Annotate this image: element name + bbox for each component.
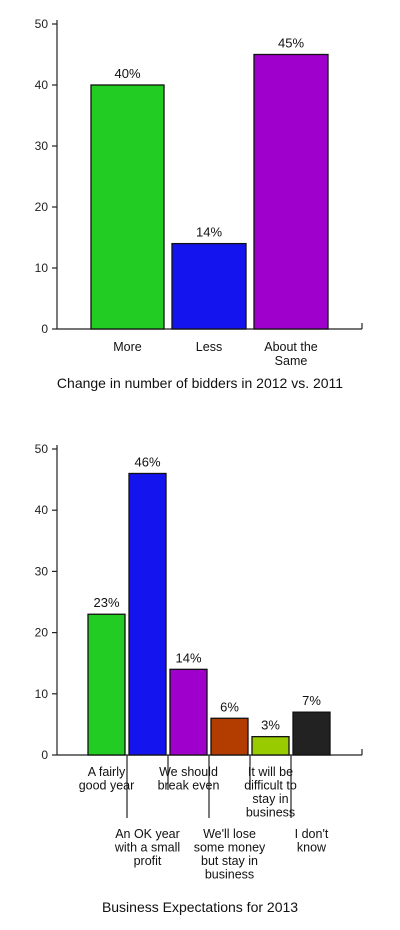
y-tick-label: 20 [35,200,49,214]
data-label: 14% [196,225,222,240]
y-tick-label: 50 [35,17,49,31]
x-tick-label: A fairly good year [79,765,135,793]
business-expectations-chart: 0 10 20 30 40 50 23% A fairly good year 46% An OK … [35,442,363,915]
y-tick-label: 40 [35,503,49,517]
y-tick-label: 40 [35,78,49,92]
data-label: 3% [261,718,280,733]
bar-2 [128,472,167,756]
y-tick-label: 30 [35,564,49,578]
data-label: 6% [220,699,239,714]
bar-4 [210,717,249,756]
chart-title: Change in number of bidders in 2012 vs. … [57,375,343,391]
x-tick-label: More [113,340,142,354]
x-tick-label: I don't know [295,827,329,855]
data-label: 45% [278,36,304,51]
data-label: 23% [93,595,119,610]
x-tick-label: About the Same [264,340,318,368]
bar-6 [292,711,331,756]
x-tick-label: An OK year with a small profit [114,827,180,868]
y-tick-label: 50 [35,442,49,456]
x-tick-label: We'll lose some money but stay in business [194,827,266,882]
bar-3 [253,53,329,330]
data-label: 14% [175,650,201,665]
bar-5 [251,735,290,756]
y-tick-label: 10 [35,261,49,275]
bar-2 [171,242,247,330]
y-tick-label: 30 [35,139,49,153]
chart-title: Business Expectations for 2013 [102,899,298,915]
bidders-change-chart: 0 10 20 30 40 50 40% More 14% Less 45% About the Sam… [35,17,363,391]
x-tick-label: We should break even [158,765,220,793]
y-tick-label: 0 [41,322,48,336]
x-tick-label: It will be difficult to stay in business [244,765,297,820]
bar-1 [87,613,126,756]
x-tick-label: Less [196,340,222,354]
data-label: 7% [302,693,321,708]
y-tick-label: 10 [35,687,49,701]
data-label: 46% [134,454,160,469]
bar-1 [90,84,165,330]
data-label: 40% [114,66,140,81]
y-tick-label: 20 [35,626,49,640]
bar-3 [169,668,208,756]
y-tick-label: 0 [41,748,48,762]
